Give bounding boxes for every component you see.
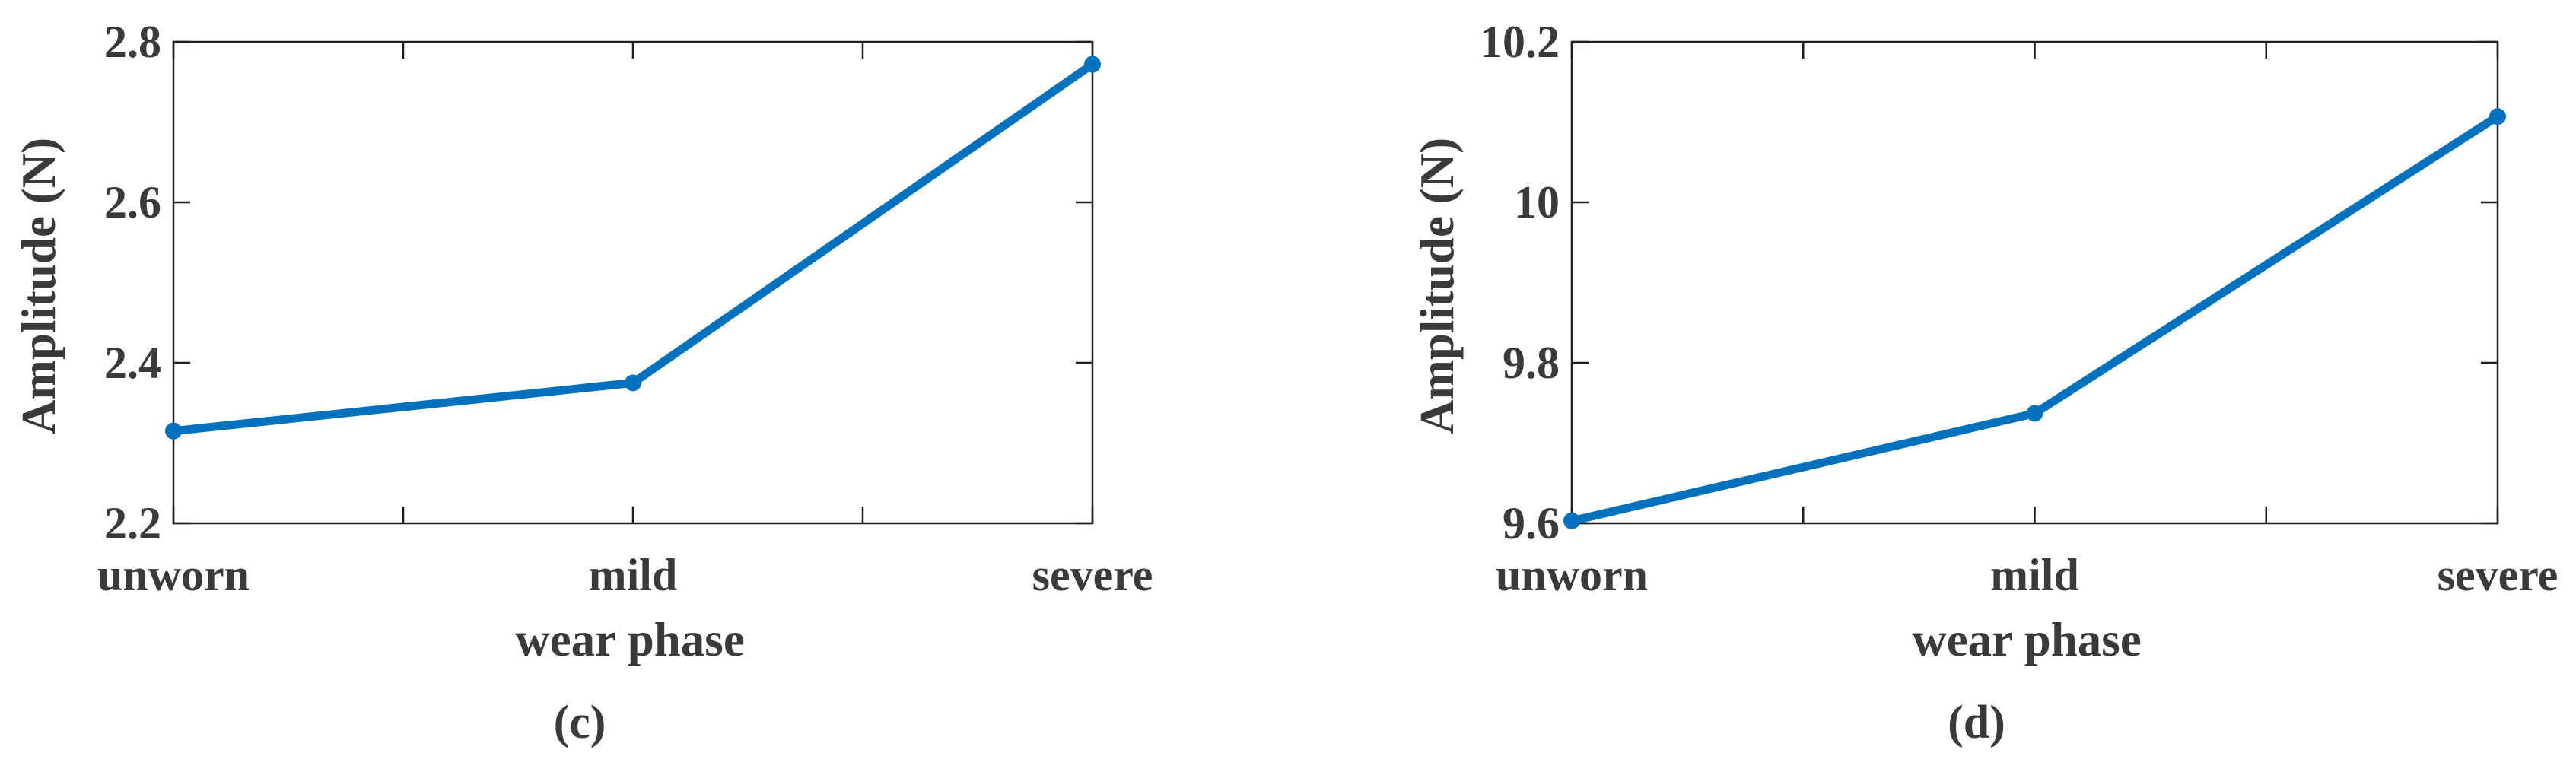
data-point-c bbox=[625, 374, 641, 392]
y-tick-label-d: 9.8 bbox=[1503, 338, 1560, 388]
y-tick-label-c: 2.6 bbox=[104, 177, 161, 227]
y-tick-label-c: 2.8 bbox=[104, 17, 161, 67]
x-tick-label-c: unworn bbox=[97, 550, 250, 600]
y-axis-label-c: Amplitude (N) bbox=[12, 138, 65, 434]
panel-label-d: (d) bbox=[1948, 697, 2005, 748]
y-axis-label-d: Amplitude (N) bbox=[1410, 138, 1464, 434]
panel-label-c: (c) bbox=[554, 697, 606, 748]
chart-panel-c: unworn mild severe 2.2 2.4 2.6 2.8 Amplitude (… bbox=[12, 17, 1153, 748]
y-tick-label-d: 10 bbox=[1514, 177, 1560, 227]
data-point-d bbox=[1563, 512, 1580, 529]
x-axis-label-c: wear phase bbox=[515, 613, 745, 666]
data-point-d bbox=[2489, 108, 2506, 125]
axes-frame-d bbox=[1570, 40, 2499, 525]
x-tick-label-c: mild bbox=[589, 550, 678, 600]
x-tick-label-d: severe bbox=[2438, 550, 2559, 600]
y-tick-label-d: 9.6 bbox=[1503, 498, 1560, 548]
plot-area-d: unworn mild severe 9.6 9.8 10 10.2 bbox=[1480, 17, 2558, 600]
chart-panel-d: unworn mild severe 9.6 9.8 10 10.2 Amplitude (… bbox=[1410, 17, 2558, 748]
y-tick-label-d: 10.2 bbox=[1480, 17, 1560, 67]
y-tick-label-c: 2.2 bbox=[104, 498, 161, 548]
plot-area-c: unworn mild severe 2.2 2.4 2.6 2.8 bbox=[97, 17, 1153, 600]
x-tick-label-d: unworn bbox=[1496, 550, 1648, 600]
x-tick-label-c: severe bbox=[1032, 550, 1153, 600]
data-point-c bbox=[1084, 56, 1101, 73]
x-axis-label-d: wear phase bbox=[1912, 613, 2142, 666]
data-point-d bbox=[2026, 405, 2043, 422]
axes-frame-c bbox=[172, 40, 1094, 525]
data-point-c bbox=[165, 422, 182, 440]
y-tick-label-c: 2.4 bbox=[104, 338, 161, 388]
x-tick-label-d: mild bbox=[1990, 550, 2079, 600]
series-line-d bbox=[1567, 112, 2502, 526]
